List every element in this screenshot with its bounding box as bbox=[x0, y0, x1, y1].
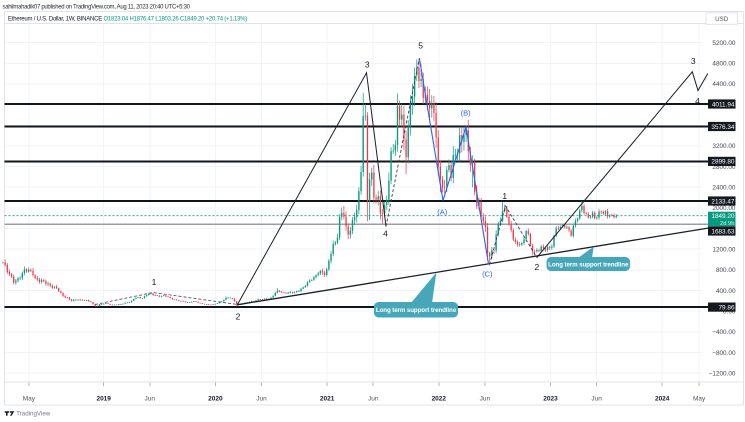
svg-text:Jun: Jun bbox=[256, 395, 267, 402]
svg-text:(B): (B) bbox=[461, 109, 472, 118]
svg-text:400.00: 400.00 bbox=[716, 288, 736, 295]
svg-text:2024: 2024 bbox=[655, 395, 670, 402]
svg-text:Jun: Jun bbox=[368, 395, 379, 402]
svg-text:5200.00: 5200.00 bbox=[712, 40, 736, 47]
svg-text:2: 2 bbox=[535, 262, 540, 272]
svg-text:USD: USD bbox=[715, 16, 729, 23]
svg-text:4: 4 bbox=[383, 229, 388, 239]
svg-text:1: 1 bbox=[502, 191, 507, 201]
svg-text:1200.00: 1200.00 bbox=[712, 247, 736, 254]
svg-text:May: May bbox=[693, 395, 706, 402]
svg-text:2000.00: 2000.00 bbox=[712, 205, 736, 212]
svg-text:2133.47: 2133.47 bbox=[711, 198, 735, 205]
svg-text:Ethereum / U.S. Dollar, 1W, BI: Ethereum / U.S. Dollar, 1W, BINANCE O182… bbox=[8, 17, 247, 23]
svg-text:−1200.00: −1200.00 bbox=[709, 371, 736, 378]
svg-text:3: 3 bbox=[365, 60, 370, 70]
svg-text:3576.34: 3576.34 bbox=[711, 124, 735, 131]
svg-text:4011.94: 4011.94 bbox=[712, 101, 735, 108]
svg-text:2: 2 bbox=[236, 312, 241, 322]
svg-text:4400.00: 4400.00 bbox=[712, 81, 736, 88]
svg-text:3200.00: 3200.00 bbox=[712, 143, 736, 150]
svg-text:5: 5 bbox=[418, 41, 423, 51]
svg-text:TradingView: TradingView bbox=[16, 410, 51, 417]
svg-text:−400.00: −400.00 bbox=[712, 329, 736, 336]
svg-text:2800.00: 2800.00 bbox=[712, 164, 736, 171]
svg-text:2899.80: 2899.80 bbox=[711, 159, 735, 166]
svg-text:1: 1 bbox=[152, 277, 157, 287]
svg-text:2023: 2023 bbox=[543, 395, 558, 402]
svg-text:sahilmahadik07 published on Tr: sahilmahadik07 published on TradingView.… bbox=[3, 4, 191, 10]
svg-text:(A): (A) bbox=[437, 208, 448, 217]
svg-text:Long term support trendline: Long term support trendline bbox=[376, 307, 457, 314]
svg-text:2019: 2019 bbox=[96, 395, 111, 402]
svg-text:4800.00: 4800.00 bbox=[712, 61, 736, 68]
svg-text:2d 9h: 2d 9h bbox=[720, 221, 735, 227]
svg-text:0.00: 0.00 bbox=[723, 309, 736, 316]
svg-text:2021: 2021 bbox=[320, 395, 335, 402]
svg-text:Long term support trendline: Long term support trendline bbox=[548, 261, 629, 268]
svg-text:79.86: 79.86 bbox=[719, 304, 735, 311]
svg-text:1683.63: 1683.63 bbox=[711, 228, 735, 235]
svg-text:4: 4 bbox=[695, 96, 700, 106]
svg-text:3: 3 bbox=[691, 56, 696, 66]
svg-text:1849.20: 1849.20 bbox=[711, 213, 735, 220]
svg-text:Jun: Jun bbox=[145, 395, 156, 402]
svg-text:Jun: Jun bbox=[591, 395, 602, 402]
svg-text:2022: 2022 bbox=[432, 395, 447, 402]
svg-text:(C): (C) bbox=[482, 270, 493, 279]
svg-text:800.00: 800.00 bbox=[716, 267, 736, 274]
svg-text:Jun: Jun bbox=[480, 395, 491, 402]
svg-text:2400.00: 2400.00 bbox=[712, 185, 736, 192]
svg-text:−800.00: −800.00 bbox=[712, 350, 736, 357]
svg-text:2020: 2020 bbox=[208, 395, 223, 402]
svg-text:May: May bbox=[23, 395, 36, 402]
